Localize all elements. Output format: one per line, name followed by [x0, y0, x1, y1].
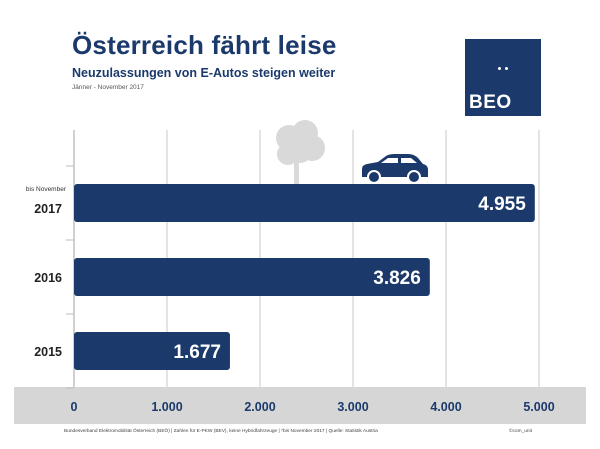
footer-note: Bundesverband Elektromobilität Österreic…	[64, 429, 378, 434]
data-label: 3.826	[373, 268, 421, 289]
beo-logo: BEO	[465, 39, 541, 116]
axis-band	[14, 387, 586, 424]
bar-2017	[74, 184, 535, 222]
bar-2016	[74, 258, 430, 296]
x-tick-label: 1.000	[151, 400, 182, 414]
car-icon	[362, 154, 428, 184]
category-note: bis November	[26, 186, 67, 193]
logo-dots	[498, 67, 510, 71]
x-tick-label: 5.000	[523, 400, 554, 414]
chart-subtitle: Neuzulassungen von E-Autos steigen weite…	[72, 66, 336, 80]
x-tick-label: 4.000	[430, 400, 461, 414]
bar-2015	[74, 332, 230, 370]
tree-icon	[276, 120, 325, 184]
x-tick-label: 3.000	[337, 400, 368, 414]
period-note: Jänner - November 2017	[72, 84, 144, 91]
logo-text: BEO	[469, 92, 512, 113]
category-label: 2015	[34, 345, 62, 359]
category-label: 2017	[34, 202, 62, 216]
footer-credit: ©com_unit	[509, 429, 532, 434]
category-label: 2016	[34, 271, 62, 285]
data-label: 1.677	[173, 342, 221, 363]
x-tick-label: 2.000	[244, 400, 275, 414]
chart-title: Österreich fährt leise	[72, 30, 337, 60]
x-tick-label: 0	[71, 400, 78, 414]
data-label: 4.955	[478, 194, 526, 215]
